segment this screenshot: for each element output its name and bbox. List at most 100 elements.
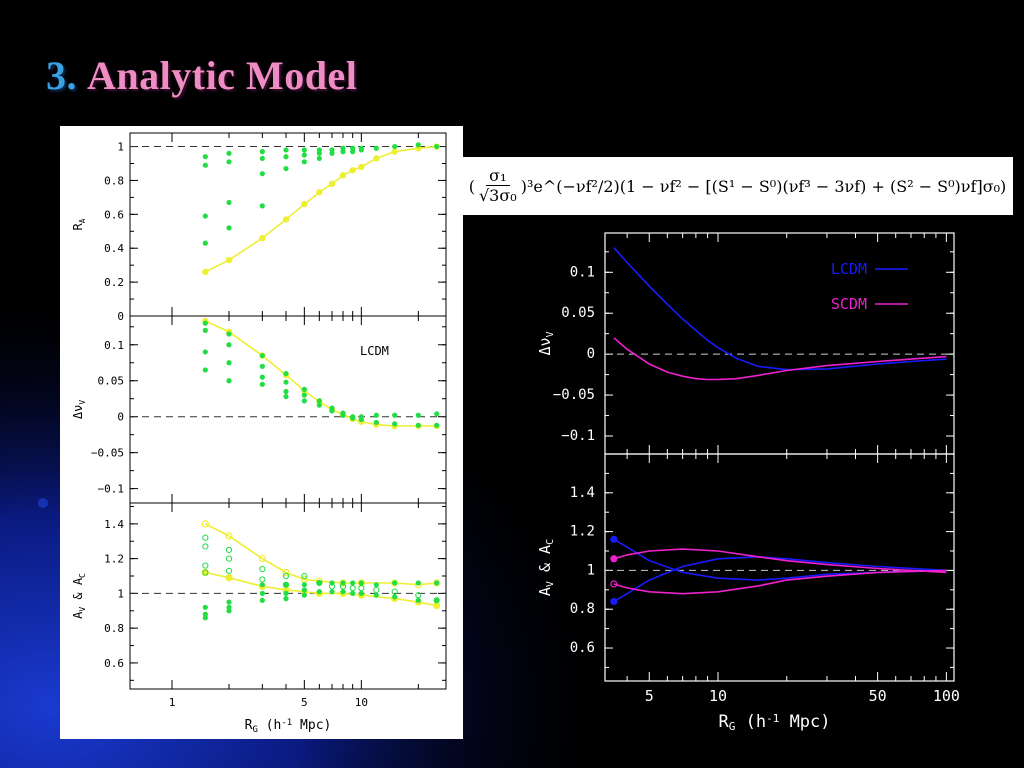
simulation-point [350, 415, 356, 421]
model-curve-marker [339, 579, 347, 587]
y-tick-label: 1 [117, 587, 124, 600]
y-tick-label: 0.1 [570, 264, 595, 280]
simulation-point [283, 582, 289, 588]
simulation-point [392, 594, 398, 600]
model-curve-marker [202, 268, 209, 276]
simulation-point [316, 150, 322, 156]
plot-frame [604, 232, 955, 455]
x-axis-label: RG (h-1 Mpc) [245, 718, 332, 735]
y-tick-label: 0.8 [104, 174, 124, 187]
model-curve-marker [433, 579, 441, 587]
simulation-point [415, 422, 421, 428]
simulation-point [301, 587, 307, 593]
simulation-point [415, 412, 421, 418]
simulation-point-open [202, 562, 209, 569]
simulation-point [259, 597, 265, 603]
simulation-point [350, 149, 356, 155]
simulation-point [259, 155, 265, 162]
model-curve-marker [225, 574, 233, 582]
model-curve-marker [225, 256, 233, 264]
model-curve-marker [225, 532, 233, 540]
simulation-point-open [349, 585, 356, 592]
y-tick-label: 1 [587, 562, 595, 578]
simulation-point-open [259, 565, 266, 573]
simulation-point [259, 582, 265, 588]
simulation-point [329, 150, 335, 156]
simulation-point [202, 320, 208, 326]
model-curve [204, 145, 437, 273]
simulation-point [226, 608, 232, 614]
simulation-point-open [316, 579, 323, 587]
x-tick-label: 1 [169, 696, 176, 709]
y-tick-label: 0.05 [561, 305, 595, 321]
y-tick-label: 0.1 [104, 339, 124, 352]
y-tick-label: −0.1 [98, 483, 125, 496]
y-axis-label: ΔνV [71, 400, 87, 419]
simulation-point-open [202, 569, 209, 576]
model-curve-marker [433, 601, 441, 610]
simulation-point [226, 199, 232, 206]
simulation-point [226, 599, 232, 605]
simulation-point [259, 374, 265, 380]
x-tick-label: 50 [869, 687, 887, 705]
simulation-point [392, 421, 398, 427]
title-text: Analytic Model [87, 53, 358, 98]
series-line [613, 555, 947, 603]
model-curve-marker [339, 172, 347, 179]
y-tick-label: 1.4 [570, 485, 595, 501]
model-curve-marker [358, 163, 365, 171]
y-tick-label: 0.6 [104, 208, 124, 221]
simulation-point [301, 392, 307, 398]
y-tick-label: −0.05 [553, 387, 595, 403]
simulation-point [226, 331, 232, 337]
simulation-point [329, 589, 335, 595]
y-tick-label: 0.8 [570, 601, 595, 617]
series-line [613, 337, 947, 381]
simulation-point [202, 162, 208, 168]
simulation-point [316, 398, 322, 404]
y-axis-label: RA [71, 218, 87, 230]
simulation-point [283, 165, 289, 172]
simulation-point [202, 349, 208, 355]
right-figure-panel: −0.1 −0.05 0 0.05 0.1 ΔνV LCDM SCDM 0.6 0.8 1 1.2 1.… [530, 228, 1020, 738]
formula-frac-denominator: √3σ₀ [478, 185, 517, 205]
lcdm-annotation: LCDM [360, 344, 389, 358]
y-tick-label: −0.05 [91, 447, 124, 460]
simulation-point [301, 159, 307, 165]
simulation-point [358, 147, 364, 153]
model-curve-marker [201, 520, 209, 528]
simulation-point [392, 580, 398, 586]
simulation-point [358, 590, 364, 596]
simulation-point [283, 370, 289, 377]
formula-fraction: σ₁ √3σ₀ [476, 166, 520, 206]
simulation-point-open [301, 572, 308, 580]
simulation-point [226, 360, 232, 366]
model-curve-marker [258, 555, 266, 563]
simulation-point [329, 580, 335, 586]
simulation-point [226, 342, 232, 348]
title-number: 3. [46, 53, 77, 98]
simulation-point [202, 604, 208, 610]
y-tick-label: 1 [117, 141, 124, 154]
left-figure-panel: 0 0.2 0.4 0.6 0.8 1 RA −0.1 −0.05 0 0.05 0.1 ΔνV LCDM… [60, 126, 463, 739]
simulation-point-open [225, 567, 233, 574]
y-tick-label: 0 [117, 411, 124, 424]
simulation-point [202, 240, 208, 246]
legend-label: SCDM [831, 295, 867, 313]
model-curve-marker [282, 216, 290, 223]
slide-title: 3. Analytic Model [46, 52, 357, 99]
simulation-point [226, 159, 232, 165]
model-curve-marker [259, 234, 266, 242]
simulation-point [202, 367, 208, 373]
legend-label: LCDM [831, 260, 867, 278]
simulation-point [434, 422, 440, 428]
x-tick-label: 10 [709, 687, 727, 705]
simulation-point [301, 152, 307, 158]
simulation-point [283, 590, 289, 596]
model-curve [204, 523, 437, 586]
y-tick-label: 0.4 [104, 242, 124, 255]
simulation-point [202, 327, 208, 333]
simulation-point [373, 582, 379, 588]
plot-frame [129, 502, 447, 690]
simulation-point [301, 147, 307, 153]
